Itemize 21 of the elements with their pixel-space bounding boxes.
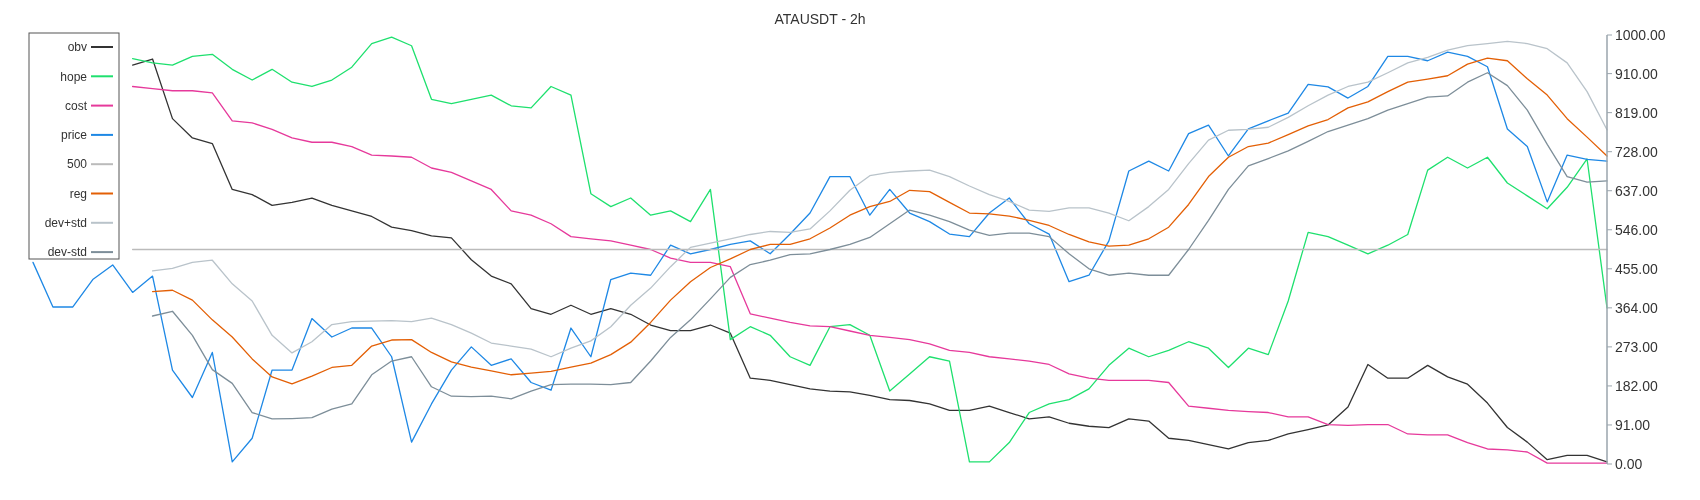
y-tick-label: 819.00 bbox=[1615, 104, 1659, 121]
y-tick-label: 0.00 bbox=[1615, 455, 1643, 472]
legend-label: hope bbox=[60, 69, 88, 84]
y-tick-label: 546.00 bbox=[1615, 221, 1659, 238]
y-tick-label: 455.00 bbox=[1615, 260, 1659, 277]
y-tick-label: 91.00 bbox=[1615, 416, 1651, 433]
legend-label: 500 bbox=[66, 157, 88, 172]
y-tick-label: 364.00 bbox=[1615, 299, 1659, 316]
y-tick-label: 910.00 bbox=[1615, 65, 1659, 82]
legend-label: dev+std bbox=[44, 216, 87, 230]
y-tick-label: 728.00 bbox=[1615, 143, 1659, 160]
legend-label: reg bbox=[69, 186, 87, 201]
y-tick-label: 1000.00 bbox=[1615, 26, 1666, 43]
chart-title: ATAUSDT - 2h bbox=[774, 11, 866, 27]
legend-label: obv bbox=[67, 40, 87, 55]
y-tick-label: 182.00 bbox=[1615, 377, 1659, 394]
legend-label: cost bbox=[64, 98, 88, 113]
legend-label: dev-std bbox=[47, 245, 87, 260]
y-tick-label: 637.00 bbox=[1615, 182, 1659, 199]
y-tick-label: 273.00 bbox=[1615, 338, 1659, 355]
legend-label: price bbox=[60, 128, 88, 143]
